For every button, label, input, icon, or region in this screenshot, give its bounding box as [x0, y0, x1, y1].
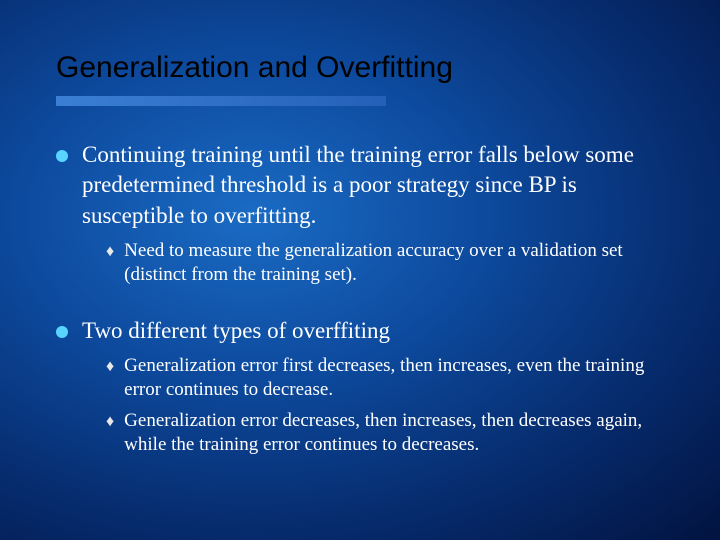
diamond-bullet-icon: ♦: [106, 357, 114, 378]
sub-bullet-text: Generalization error decreases, then inc…: [124, 409, 664, 458]
title-block: Generalization and Overfitting: [56, 50, 664, 106]
bullet-level1: Two different types of overffiting: [56, 316, 664, 346]
slide: Generalization and Overfitting Continuin…: [0, 0, 720, 540]
slide-title: Generalization and Overfitting: [56, 50, 664, 86]
slide-content: Continuing training until the training e…: [56, 140, 664, 457]
diamond-bullet-icon: ♦: [106, 242, 114, 263]
sub-bullet-text: Generalization error first decreases, th…: [124, 354, 664, 403]
circle-bullet-icon: [56, 150, 68, 162]
sub-bullet-list: ♦ Need to measure the generalization acc…: [106, 239, 664, 288]
bullet-text: Two different types of overffiting: [82, 316, 390, 346]
bullet-group-1: Continuing training until the training e…: [56, 140, 664, 288]
bullet-level1: Continuing training until the training e…: [56, 140, 664, 231]
bullet-level2: ♦ Generalization error decreases, then i…: [106, 409, 664, 458]
bullet-level2: ♦ Need to measure the generalization acc…: [106, 239, 664, 288]
circle-bullet-icon: [56, 326, 68, 338]
sub-bullet-list: ♦ Generalization error first decreases, …: [106, 354, 664, 457]
sub-bullet-text: Need to measure the generalization accur…: [124, 239, 664, 288]
title-underline: [56, 96, 386, 106]
bullet-text: Continuing training until the training e…: [82, 140, 664, 231]
bullet-group-2: Two different types of overffiting ♦ Gen…: [56, 316, 664, 458]
diamond-bullet-icon: ♦: [106, 412, 114, 433]
bullet-level2: ♦ Generalization error first decreases, …: [106, 354, 664, 403]
